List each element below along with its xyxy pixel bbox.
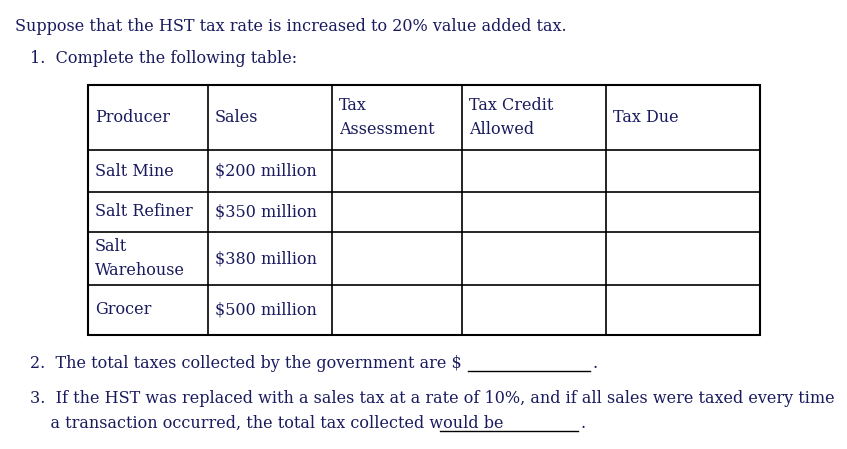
Text: $200 million: $200 million bbox=[215, 163, 317, 180]
Text: a transaction occurred, the total tax collected would be: a transaction occurred, the total tax co… bbox=[30, 415, 503, 432]
Text: .: . bbox=[593, 355, 598, 372]
Text: Tax Due: Tax Due bbox=[613, 109, 678, 126]
Text: Salt Refiner: Salt Refiner bbox=[95, 203, 193, 220]
Text: Suppose that the HST tax rate is increased to 20% value added tax.: Suppose that the HST tax rate is increas… bbox=[15, 18, 567, 35]
Text: Salt Mine: Salt Mine bbox=[95, 163, 174, 180]
Text: $350 million: $350 million bbox=[215, 203, 317, 220]
Text: Grocer: Grocer bbox=[95, 301, 152, 318]
Text: .: . bbox=[581, 415, 586, 432]
Text: Tax Credit
Allowed: Tax Credit Allowed bbox=[469, 97, 553, 138]
Text: $380 million: $380 million bbox=[215, 250, 317, 267]
Text: 3.  If the HST was replaced with a sales tax at a rate of 10%, and if all sales : 3. If the HST was replaced with a sales … bbox=[30, 390, 834, 407]
Text: 2.  The total taxes collected by the government are $: 2. The total taxes collected by the gove… bbox=[30, 355, 462, 372]
Text: $500 million: $500 million bbox=[215, 301, 317, 318]
Bar bbox=[88, 85, 760, 335]
Text: Salt
Warehouse: Salt Warehouse bbox=[95, 238, 185, 279]
Text: Tax
Assessment: Tax Assessment bbox=[339, 97, 435, 138]
Text: Producer: Producer bbox=[95, 109, 170, 126]
Text: 1.  Complete the following table:: 1. Complete the following table: bbox=[30, 50, 297, 67]
Text: Sales: Sales bbox=[215, 109, 258, 126]
